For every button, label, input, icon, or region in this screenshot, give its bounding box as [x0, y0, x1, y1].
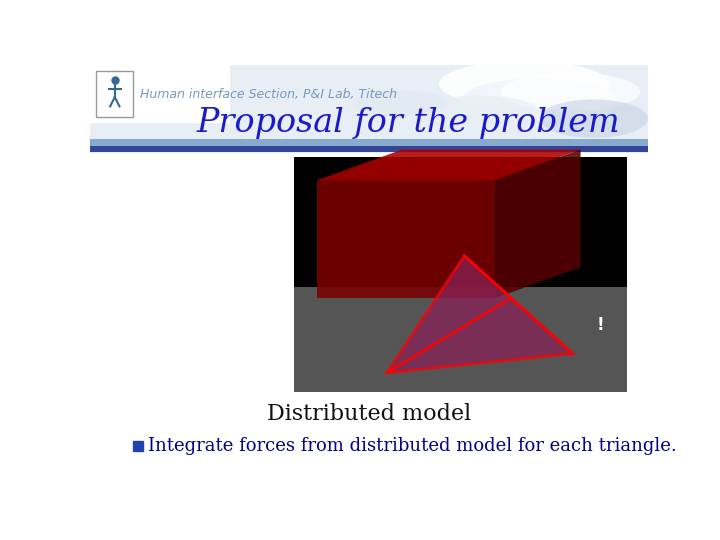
Ellipse shape — [354, 90, 446, 117]
Ellipse shape — [415, 96, 539, 126]
Text: Distributed model: Distributed model — [267, 403, 471, 424]
Polygon shape — [317, 180, 495, 298]
Bar — [294, 287, 627, 392]
Bar — [132, 441, 143, 451]
Ellipse shape — [500, 72, 640, 111]
Bar — [294, 157, 627, 392]
Text: Human interface Section, P&I Lab, Titech: Human interface Section, P&I Lab, Titech — [140, 87, 397, 100]
Ellipse shape — [462, 78, 617, 120]
Text: !: ! — [596, 316, 604, 334]
Polygon shape — [495, 150, 580, 298]
Bar — [90, 65, 230, 123]
Bar — [90, 146, 648, 152]
Bar — [90, 139, 648, 146]
Polygon shape — [387, 256, 573, 373]
Polygon shape — [317, 150, 580, 180]
Ellipse shape — [438, 61, 609, 107]
Ellipse shape — [539, 99, 648, 138]
Bar — [90, 65, 648, 153]
Text: Integrate forces from distributed model for each triangle.: Integrate forces from distributed model … — [148, 437, 677, 455]
Text: Proposal for the problem: Proposal for the problem — [197, 106, 620, 139]
Bar — [96, 71, 133, 117]
